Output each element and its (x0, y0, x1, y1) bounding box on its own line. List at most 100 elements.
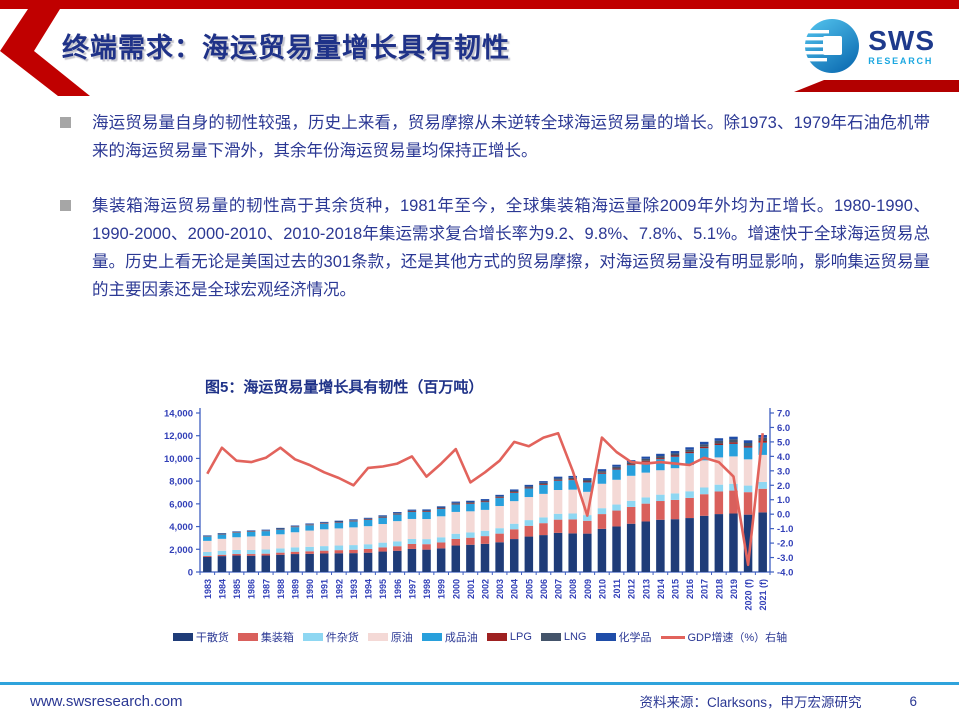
legend-label: LNG (563, 631, 587, 643)
legend-label: 原油 (390, 632, 413, 644)
svg-text:2007: 2007 (554, 579, 564, 599)
svg-text:1998: 1998 (422, 579, 432, 599)
svg-text:4,000: 4,000 (169, 522, 193, 533)
legend-swatch (172, 633, 193, 641)
top-red-bar (0, 0, 959, 9)
svg-text:-2.0: -2.0 (777, 539, 793, 550)
svg-text:6.0: 6.0 (777, 423, 790, 434)
svg-text:1988: 1988 (276, 579, 286, 599)
legend-swatch (367, 633, 388, 641)
svg-text:-1.0: -1.0 (777, 524, 793, 535)
svg-text:3.0: 3.0 (777, 466, 790, 477)
legend-swatch (421, 633, 442, 641)
bullet-square-icon (60, 200, 71, 211)
svg-text:1984: 1984 (217, 579, 227, 599)
svg-text:2020 (f): 2020 (f) (744, 579, 754, 611)
svg-text:2015: 2015 (671, 579, 681, 599)
svg-text:2009: 2009 (583, 579, 593, 599)
bullet-item-1: 海运贸易量自身的韧性较强，历史上来看，贸易摩擦从未逆转全球海运贸易量的增长。除1… (60, 109, 930, 165)
svg-text:2003: 2003 (495, 579, 505, 599)
bullet-list: 海运贸易量自身的韧性较强，历史上来看，贸易摩擦从未逆转全球海运贸易量的增长。除1… (60, 109, 930, 331)
legend-label: 干散货 (195, 632, 229, 644)
stacked-bars (203, 434, 767, 572)
legend-item-7: LNG (540, 631, 587, 643)
legend-item-1: 干散货 (172, 629, 229, 645)
page-title: 终端需求：海运贸易量增长具有韧性 (62, 33, 510, 63)
svg-text:1986: 1986 (247, 579, 257, 599)
svg-text:1991: 1991 (320, 579, 330, 599)
svg-text:2018: 2018 (714, 579, 724, 599)
legend-item-4: 原油 (367, 629, 413, 645)
legend-swatch (595, 633, 616, 641)
svg-text:2.0: 2.0 (777, 481, 790, 492)
svg-text:6,000: 6,000 (169, 499, 193, 510)
footer-source: 资料来源：Clarksons，申万宏源研究 (639, 695, 862, 710)
svg-text:1992: 1992 (334, 579, 344, 599)
svg-text:2019: 2019 (729, 579, 739, 599)
legend-line-swatch (660, 635, 685, 639)
svg-text:2014: 2014 (656, 579, 666, 599)
svg-text:0: 0 (188, 568, 193, 579)
footer: www.swsresearch.com 资料来源：Clarksons，申万宏源研… (0, 691, 959, 711)
legend-item-5: 成品油 (421, 629, 478, 645)
legend-swatch (486, 633, 507, 641)
svg-text:2008: 2008 (568, 579, 578, 599)
svg-text:1989: 1989 (291, 579, 301, 599)
svg-text:1997: 1997 (407, 579, 417, 599)
svg-text:1999: 1999 (437, 579, 447, 599)
svg-text:1990: 1990 (305, 579, 315, 599)
svg-text:2013: 2013 (641, 579, 651, 599)
logo-sub-text: RESEARCH (868, 55, 934, 66)
svg-text:2004: 2004 (510, 579, 520, 599)
footer-rule (0, 682, 959, 685)
svg-text:4.0: 4.0 (777, 452, 790, 463)
svg-text:10,000: 10,000 (164, 454, 193, 465)
svg-text:2001: 2001 (466, 579, 476, 599)
sws-globe-icon (803, 19, 860, 73)
page-number: 6 (909, 693, 917, 709)
svg-text:2010: 2010 (597, 579, 607, 599)
legend-swatch (540, 633, 561, 641)
bullet-square-icon (60, 117, 71, 128)
svg-text:1996: 1996 (393, 579, 403, 599)
legend-label: 件杂货 (325, 632, 359, 644)
svg-text:2006: 2006 (539, 579, 549, 599)
svg-text:0.0: 0.0 (777, 510, 790, 521)
trade-chart-svg: 0 2,000 4,000 6,000 8,000 10,000 12,000 14,000 -… (164, 408, 793, 611)
footer-url: www.swsresearch.com (30, 692, 183, 710)
chart-legend: 干散货 集装箱 件杂货 原油 成品油 LPG LNG 化学品 GDP增速（%）右轴 (120, 629, 840, 645)
svg-text:12,000: 12,000 (164, 431, 193, 442)
legend-item-8: 化学品 (595, 629, 652, 645)
legend-label: 集装箱 (260, 632, 294, 644)
legend-label: 成品油 (444, 632, 478, 644)
legend-label: GDP增速（%）右轴 (687, 632, 788, 644)
legend-label: LPG (509, 631, 532, 643)
svg-text:7.0: 7.0 (777, 409, 790, 420)
red-chevron-icon (0, 9, 90, 96)
header-red-wedge (794, 80, 959, 92)
legend-item-gdp-line: GDP增速（%）右轴 (660, 629, 788, 645)
svg-text:1987: 1987 (261, 579, 271, 599)
svg-text:-3.0: -3.0 (777, 553, 793, 564)
bullet-text-1: 海运贸易量自身的韧性较强，历史上来看，贸易摩擦从未逆转全球海运贸易量的增长。除1… (92, 114, 930, 160)
svg-text:1995: 1995 (378, 579, 388, 599)
svg-text:1985: 1985 (232, 579, 242, 599)
x-axis-labels: 1983 1984 1985 1986 1987 1988 1989 1990 1991 1992… (203, 579, 768, 611)
legend-swatch (302, 633, 323, 641)
legend-label: 化学品 (618, 632, 652, 644)
svg-text:-4.0: -4.0 (777, 568, 793, 579)
svg-text:2012: 2012 (627, 579, 637, 599)
legend-item-3: 件杂货 (302, 629, 359, 645)
svg-text:14,000: 14,000 (164, 409, 193, 420)
legend-item-2: 集装箱 (237, 629, 294, 645)
bullet-item-2: 集装箱海运贸易量的韧性高于其余货种，1981年至今，全球集装箱海运量除2009年… (60, 192, 930, 304)
svg-text:2002: 2002 (481, 579, 491, 599)
svg-text:8,000: 8,000 (169, 477, 193, 488)
gdp-line (206, 431, 764, 567)
svg-text:2,000: 2,000 (169, 545, 193, 556)
legend-item-6: LPG (486, 631, 532, 643)
logo-brand-text: SWS (868, 24, 935, 56)
svg-text:1.0: 1.0 (777, 495, 790, 506)
svg-text:1994: 1994 (364, 579, 374, 599)
